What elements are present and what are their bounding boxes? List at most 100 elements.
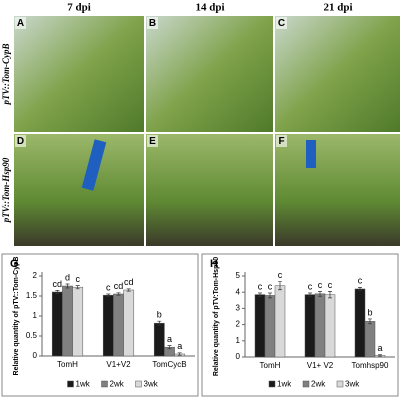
panel-letter: F (278, 136, 284, 147)
y-tick-label: 0 (236, 352, 241, 361)
significance-letter: b (367, 307, 372, 317)
row-label: pTV::Tom-Hsp90 (1, 157, 11, 223)
x-tick-label: V1+V2 (106, 360, 131, 369)
error-bar (126, 288, 131, 292)
error-bar (378, 354, 382, 357)
panel-letter-box (147, 135, 158, 147)
bar (354, 288, 366, 358)
significance-letter: cd (114, 281, 124, 291)
chart-frame (1, 253, 199, 397)
bar (72, 286, 84, 357)
significance-letter: c (318, 280, 323, 290)
panel-letter: H (210, 258, 218, 270)
error-bar (278, 281, 282, 291)
significance-letter: c (308, 281, 313, 291)
y-tick-label: 0 (33, 351, 38, 360)
legend-label: 1wk (76, 380, 91, 389)
legend-label: 2wk (110, 380, 125, 389)
error-bar (157, 320, 162, 326)
panel-letter: A (17, 18, 24, 29)
panel-letter: E (149, 136, 156, 147)
bar (102, 294, 114, 357)
significance-letter: d (65, 272, 70, 282)
error-bar (75, 285, 80, 290)
chart-frame (201, 253, 399, 397)
bar (113, 293, 124, 357)
significance-letter: b (157, 310, 162, 320)
legend-swatch (336, 380, 344, 388)
significance-letter: c (278, 270, 283, 280)
error-bar (65, 283, 70, 289)
significance-letter: c (75, 274, 80, 284)
panel-letter: B (149, 18, 156, 29)
panel-letter: C (278, 18, 285, 29)
stake (306, 140, 316, 168)
photo (14, 16, 144, 132)
panel-letter-box (276, 135, 287, 147)
panel-letter-box (15, 135, 26, 147)
photo (275, 134, 400, 246)
x-tick-label: Tomhsp90 (352, 361, 389, 370)
significance-letter: cd (124, 277, 134, 287)
bar (314, 293, 326, 358)
legend-swatch (101, 380, 108, 388)
photo (146, 16, 273, 132)
error-bar (368, 318, 372, 325)
y-axis-label: Relative quantity of pTV:Tom-Hsp90 (213, 257, 220, 376)
bar (264, 295, 276, 358)
panel-letter-box (15, 17, 26, 29)
error-bar (167, 345, 172, 350)
error-bar (308, 292, 312, 297)
bar (304, 294, 316, 358)
panel-letter-box (147, 17, 158, 29)
bar (364, 321, 376, 358)
y-tick-label: 0.5 (26, 331, 38, 340)
legend-swatch (268, 380, 276, 388)
bar (153, 322, 165, 357)
significance-letter: a (167, 334, 172, 344)
bar (254, 294, 266, 358)
y-tick-label: 5 (236, 271, 241, 280)
bar (123, 289, 135, 357)
y-axis-label: Relative quantity of pTV::Tom-CypB (13, 257, 20, 376)
error-bar (318, 291, 322, 297)
error-bar (268, 292, 272, 299)
panel-letter: D (17, 136, 24, 147)
significance-letter: cd (53, 279, 63, 289)
legend-swatch (67, 380, 74, 388)
bar (62, 285, 73, 357)
significance-letter: c (258, 281, 263, 291)
bar (274, 285, 286, 358)
legend-label: 3wk (345, 380, 360, 389)
panel-letter: G (10, 258, 19, 270)
error-bar (106, 293, 111, 297)
significance-letter: a (177, 341, 182, 351)
error-bar (177, 352, 182, 356)
error-bar (55, 290, 60, 294)
y-tick-label: 1.5 (26, 291, 38, 300)
y-tick-label: 2 (236, 320, 241, 329)
bar (51, 291, 63, 357)
significance-letter: c (268, 281, 273, 291)
significance-letter: c (106, 282, 111, 292)
significance-letter: a (377, 343, 382, 353)
y-tick-label: 3 (236, 304, 241, 313)
significance-letter: c (358, 276, 363, 286)
legend-label: 3wk (144, 380, 159, 389)
y-tick-label: 4 (236, 287, 241, 296)
legend-label: 2wk (311, 380, 326, 389)
legend-label: 1wk (277, 380, 292, 389)
error-bar (358, 286, 362, 291)
error-bar (258, 292, 262, 297)
legend-swatch (135, 380, 142, 388)
x-tick-label: V1+ V2 (307, 361, 334, 370)
column-header: 14 dpi (195, 2, 224, 14)
error-bar (328, 291, 332, 299)
significance-letter: c (328, 280, 333, 290)
row-label: pTV::Tom-CypB (1, 44, 11, 106)
x-tick-label: TomH (260, 361, 281, 370)
bar (324, 294, 336, 358)
legend-swatch (302, 380, 310, 388)
photo (146, 134, 273, 246)
